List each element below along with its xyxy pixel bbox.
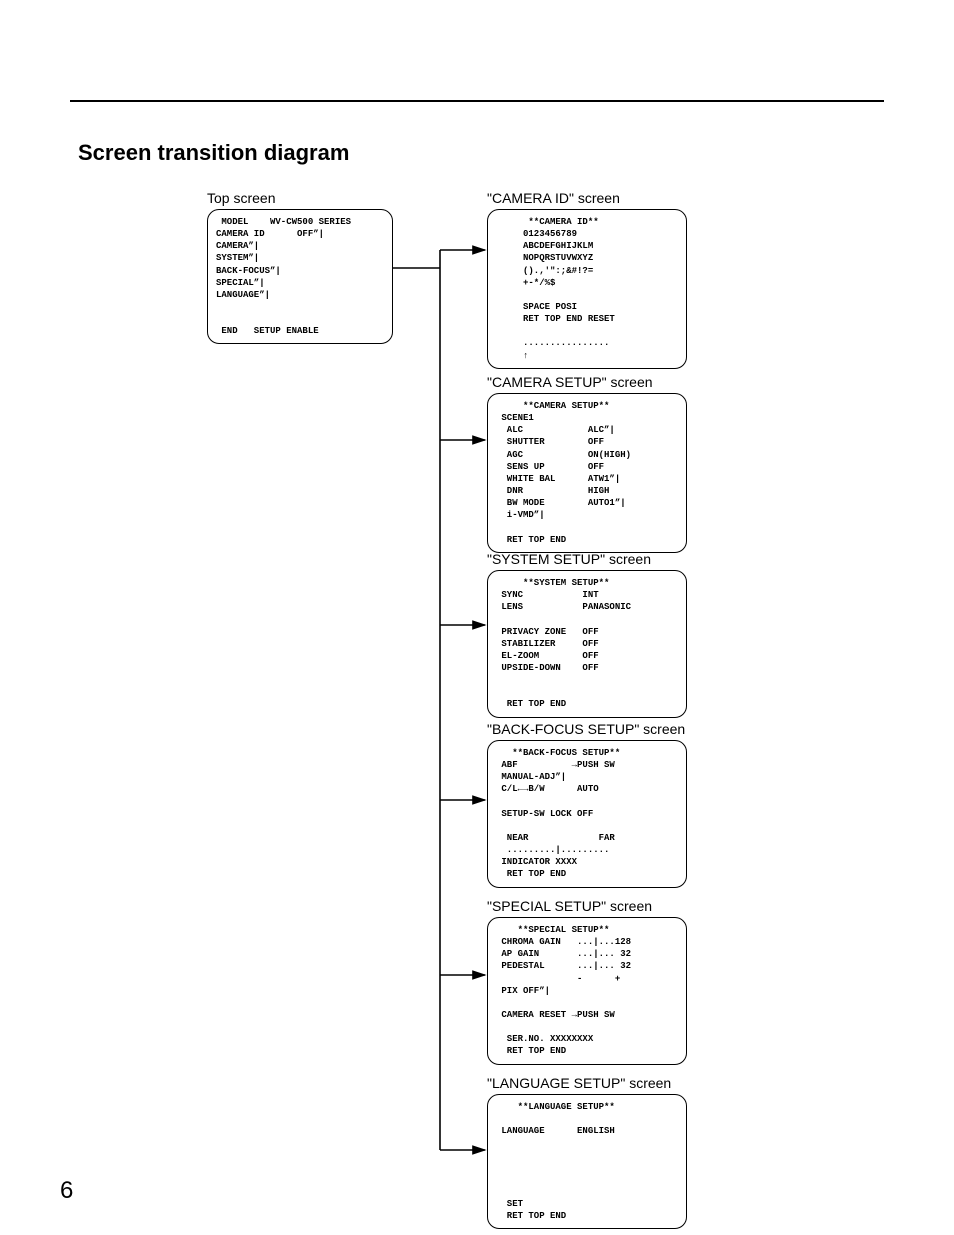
camera-setup-screen-box: **CAMERA SETUP** SCENE1 ALC ALC”| SHUTTE… (487, 393, 687, 553)
language-setup-screen-box: **LANGUAGE SETUP** LANGUAGE ENGLISH SET … (487, 1094, 687, 1229)
label-back-focus: "BACK-FOCUS SETUP" screen (487, 721, 685, 737)
label-camera-id: "CAMERA ID" screen (487, 190, 620, 206)
horizontal-rule (70, 100, 884, 102)
label-system-setup: "SYSTEM SETUP" screen (487, 551, 651, 567)
system-setup-screen-box: **SYSTEM SETUP** SYNC INT LENS PANASONIC… (487, 570, 687, 718)
special-setup-screen-box: **SPECIAL SETUP** CHROMA GAIN ...|...128… (487, 917, 687, 1065)
label-camera-setup: "CAMERA SETUP" screen (487, 374, 653, 390)
connector-overlay (0, 0, 954, 1235)
label-special-setup: "SPECIAL SETUP" screen (487, 898, 652, 914)
page-title: Screen transition diagram (78, 140, 349, 166)
top-screen-box: MODEL WV-CW500 SERIES CAMERA ID OFF”| CA… (207, 209, 393, 344)
label-top-screen: Top screen (207, 190, 275, 206)
back-focus-screen-box: **BACK-FOCUS SETUP** ABF →PUSH SW MANUAL… (487, 740, 687, 888)
page-number: 6 (60, 1177, 73, 1205)
label-language-setup: "LANGUAGE SETUP" screen (487, 1075, 671, 1091)
camera-id-screen-box: **CAMERA ID** 0123456789 ABCDEFGHIJKLM N… (487, 209, 687, 369)
page: Screen transition diagram Top screen "CA… (0, 0, 954, 1235)
